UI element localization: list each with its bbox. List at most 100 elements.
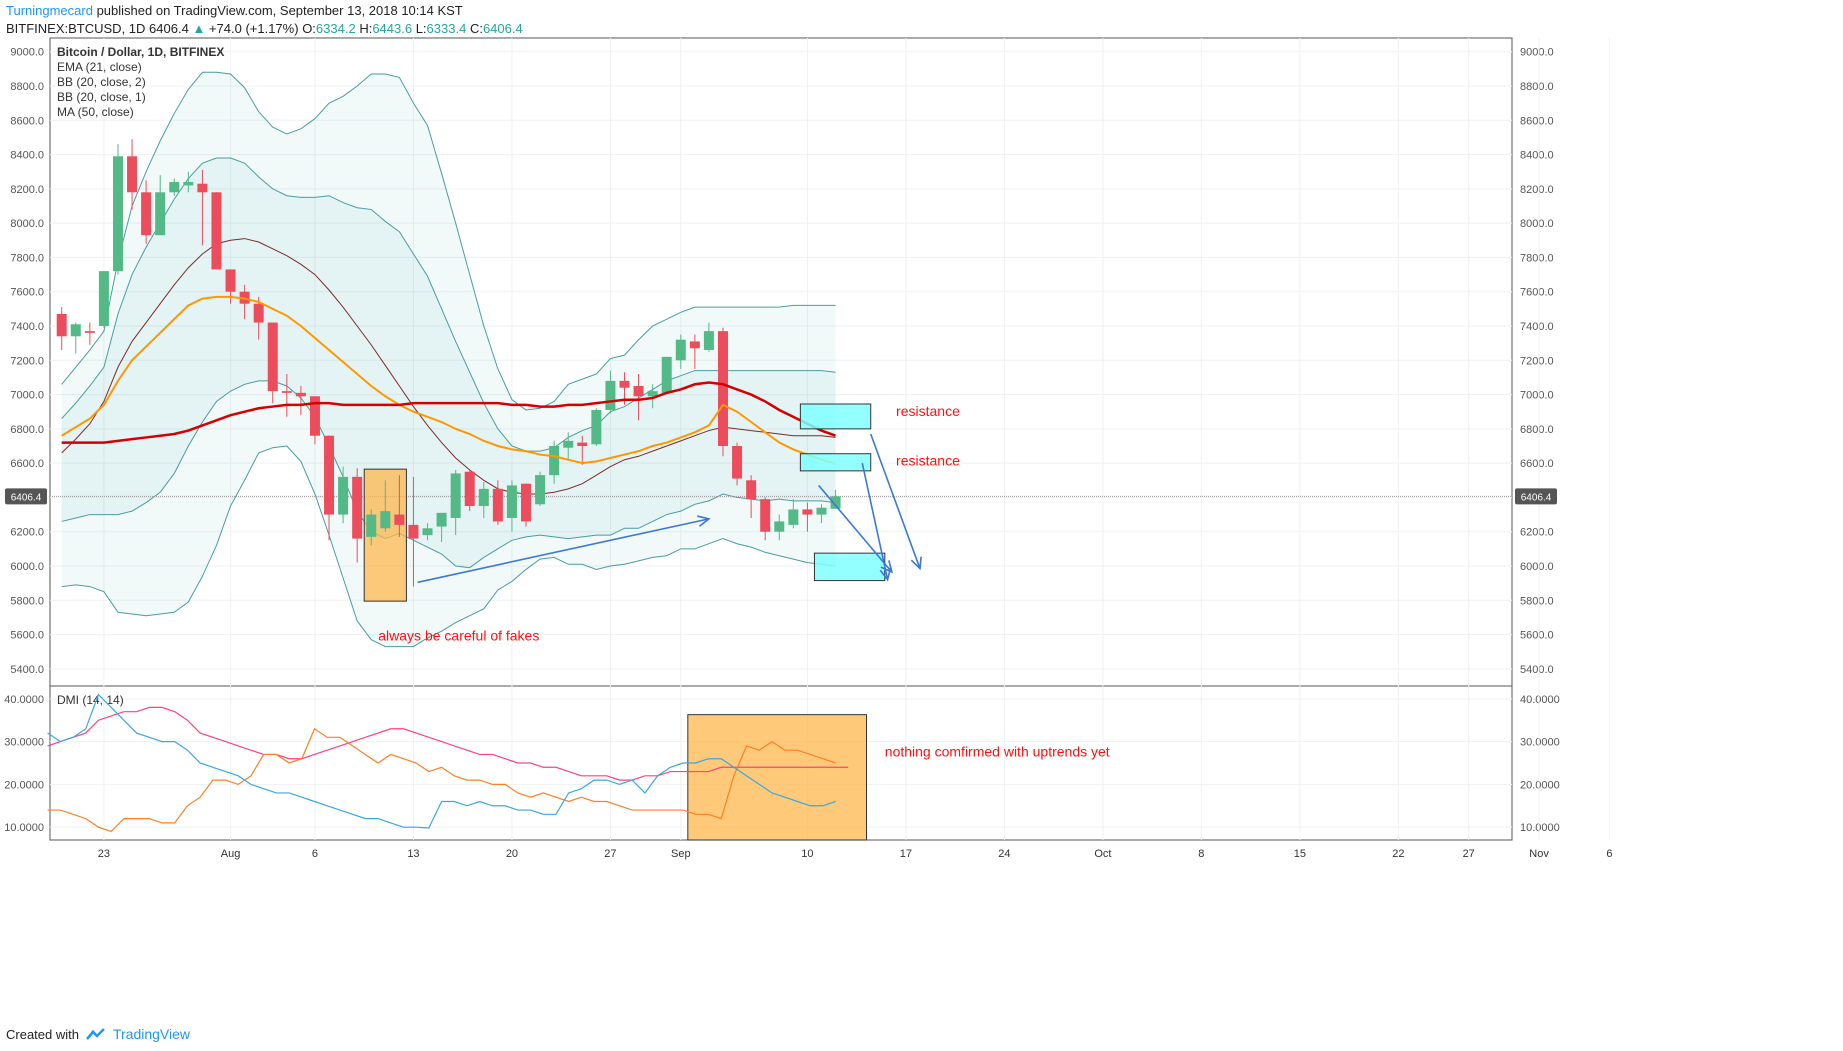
time-tick-label: 23 — [98, 848, 110, 860]
price-tick-right: 6800.0 — [1520, 424, 1554, 436]
candle-body — [366, 514, 377, 537]
time-tick-label: 6 — [1606, 848, 1612, 860]
dmi-highlight-box — [687, 714, 868, 841]
candle-body — [549, 446, 560, 476]
dmi-tick-right: 40.0000 — [1520, 694, 1560, 706]
symbol-label: BITFINEX:BTCUSD, 1D — [6, 21, 146, 36]
price-tick-right: 5600.0 — [1520, 630, 1554, 642]
candle-body — [816, 507, 827, 515]
close-label: C: — [469, 21, 483, 36]
close-value: 6406.4 — [482, 21, 523, 36]
price-tick-left: 7000.0 — [10, 390, 44, 402]
time-tick-label: 15 — [1294, 848, 1306, 860]
time-tick-label: 27 — [604, 848, 616, 860]
price-tick-right: 6600.0 — [1520, 458, 1554, 470]
price-tick-right: 7600.0 — [1520, 287, 1554, 299]
candle-body — [338, 476, 349, 515]
footer: Created with TradingView — [6, 1026, 190, 1042]
bb-upper1-line — [61, 157, 836, 452]
time-tick-label: 13 — [407, 848, 419, 860]
candle-body — [169, 182, 180, 193]
time-tick-label: 6 — [312, 848, 318, 860]
time-tick-label: Sep — [671, 848, 691, 860]
price-tag-left — [5, 488, 47, 505]
dmi-label: DMI (14, 14) — [57, 693, 124, 707]
high-label: H: — [359, 21, 373, 36]
candle-body — [605, 380, 616, 410]
candle-body — [506, 485, 517, 518]
open-label: O: — [302, 21, 316, 36]
candle-body — [788, 509, 799, 525]
open-value: 6334.2 — [315, 21, 356, 36]
low-label: L: — [415, 21, 427, 36]
price-tick-left: 5400.0 — [10, 664, 44, 676]
time-tick-label: 24 — [998, 848, 1010, 860]
price-tick-right: 7000.0 — [1520, 390, 1554, 402]
tradingview-brand-link[interactable]: TradingView — [112, 1026, 191, 1042]
legend-item: EMA (21, close) — [57, 60, 142, 74]
publish-line: Turningmecard published on TradingView.c… — [6, 3, 463, 18]
dmi-tick-left: 10.0000 — [4, 822, 44, 834]
price-tick-right: 7200.0 — [1520, 355, 1554, 367]
dmi-minus-line — [47, 727, 836, 833]
candle-body — [732, 446, 743, 479]
candle-body — [324, 435, 335, 515]
time-tick-label: Nov — [1529, 848, 1549, 860]
price-tick-left: 8200.0 — [10, 184, 44, 196]
ohlc-line: BITFINEX:BTCUSD, 1D 6406.4 ▲ +74.0 (+1.1… — [6, 21, 523, 36]
fakes-label: always be careful of fakes — [378, 628, 539, 644]
resistance-box-2 — [799, 453, 872, 472]
candle-body — [267, 322, 278, 392]
candle-body — [127, 156, 138, 193]
down-arrow-2 — [861, 462, 892, 582]
bb2-fill — [61, 72, 836, 647]
candle-body — [760, 499, 771, 532]
candle-body — [197, 183, 208, 193]
candle-body — [98, 271, 109, 326]
price-tick-right: 8800.0 — [1520, 81, 1554, 93]
candle-body — [352, 476, 363, 539]
dmi-tick-right: 10.0000 — [1520, 822, 1560, 834]
created-with-label: Created with — [6, 1026, 79, 1042]
adx-line — [47, 706, 849, 781]
price-tick-left: 7400.0 — [10, 321, 44, 333]
dmi-tick-right: 20.0000 — [1520, 779, 1560, 791]
uptrend-arrow — [417, 515, 711, 584]
price-tick-left: 8800.0 — [10, 81, 44, 93]
candle-body — [295, 392, 306, 397]
price-tag-text-right: 6406.4 — [1521, 492, 1552, 503]
price-tick-right: 6200.0 — [1520, 527, 1554, 539]
bb-lower2-line — [61, 445, 836, 648]
author-link[interactable]: Turningmecard — [6, 3, 93, 18]
support-box — [813, 552, 886, 582]
candle-body — [394, 514, 405, 525]
dmi-tick-left: 30.0000 — [4, 737, 44, 749]
nothing-confirmed-label: nothing comfirmed with uptrends yet — [885, 744, 1110, 760]
candle-body — [661, 356, 672, 393]
price-tick-left: 9000.0 — [10, 47, 44, 59]
bb1-fill — [61, 158, 836, 568]
ma-50-line — [61, 381, 836, 444]
candle-body — [591, 410, 602, 445]
price-tag-right — [1515, 488, 1557, 505]
time-tick-label: 8 — [1198, 848, 1204, 860]
tradingview-logo-icon — [86, 1028, 105, 1040]
down-arrow-3 — [818, 484, 894, 574]
price-tick-left: 5800.0 — [10, 595, 44, 607]
price-tick-right: 7800.0 — [1520, 252, 1554, 264]
candle-body — [155, 192, 166, 236]
ema-21-line — [61, 295, 836, 465]
candle-body — [70, 324, 81, 337]
candle-body — [478, 488, 489, 506]
price-tick-left: 7800.0 — [10, 252, 44, 264]
publish-info: published on TradingView.com, September … — [96, 3, 463, 18]
price-tick-right: 5400.0 — [1520, 664, 1554, 676]
price-tick-right: 8400.0 — [1520, 150, 1554, 162]
candle-body — [675, 339, 686, 361]
time-tick-label: 22 — [1392, 848, 1404, 860]
legend-item: MA (50, close) — [57, 105, 134, 119]
time-tick-label: 27 — [1463, 848, 1475, 860]
up-triangle-icon: ▲ — [192, 21, 206, 36]
dmi-plus-line — [47, 693, 836, 829]
